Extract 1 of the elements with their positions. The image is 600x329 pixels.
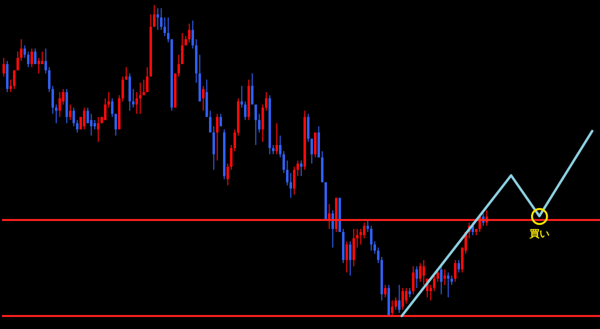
annotation: 買い (529, 228, 550, 242)
